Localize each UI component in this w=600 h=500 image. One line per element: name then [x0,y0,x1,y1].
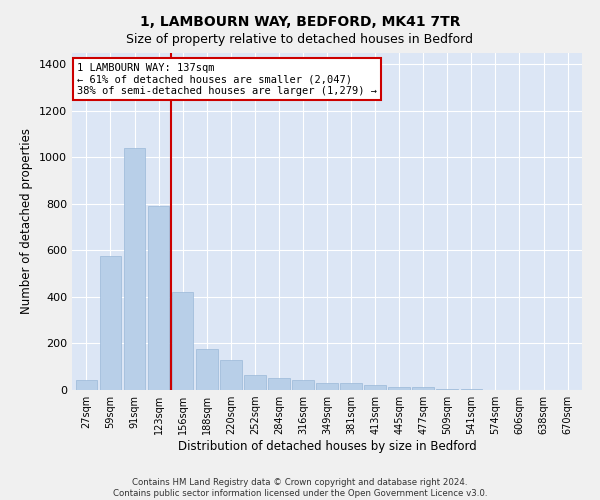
Text: 1, LAMBOURN WAY, BEDFORD, MK41 7TR: 1, LAMBOURN WAY, BEDFORD, MK41 7TR [140,15,460,29]
Bar [196,348,218,390]
Y-axis label: Number of detached properties: Number of detached properties [20,128,34,314]
Bar [316,384,338,390]
Bar [100,256,121,390]
Bar [172,292,193,390]
Text: 1 LAMBOURN WAY: 137sqm
← 61% of detached houses are smaller (2,047)
38% of semi-: 1 LAMBOURN WAY: 137sqm ← 61% of detached… [77,62,377,96]
Bar [292,380,314,390]
Bar [364,386,386,390]
Bar [148,206,169,390]
Bar [412,387,434,390]
Bar [388,386,410,390]
Bar [244,375,266,390]
Text: Size of property relative to detached houses in Bedford: Size of property relative to detached ho… [127,32,473,46]
Text: Contains HM Land Registry data © Crown copyright and database right 2024.
Contai: Contains HM Land Registry data © Crown c… [113,478,487,498]
Bar [436,389,458,390]
Bar [124,148,145,390]
Bar [220,360,242,390]
X-axis label: Distribution of detached houses by size in Bedford: Distribution of detached houses by size … [178,440,476,453]
Bar [340,384,362,390]
Bar [268,378,290,390]
Bar [76,380,97,390]
